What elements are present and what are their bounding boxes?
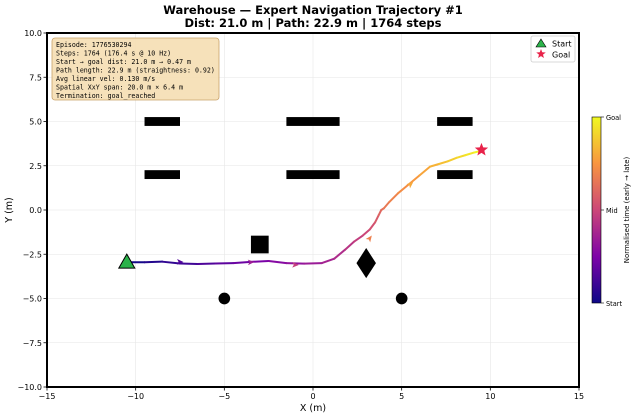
legend-goal-label: Goal (552, 51, 570, 60)
y-tick-label: 10.0 (24, 29, 42, 38)
direction-arrow (247, 259, 255, 266)
trajectory-segment (418, 165, 432, 177)
trajectory-segment (455, 154, 467, 159)
colorbar-label-start: Start (606, 300, 623, 308)
info-line-termination: Termination: goal_reached (56, 92, 155, 100)
direction-arrow (292, 261, 299, 268)
x-tick-label: 0 (310, 392, 315, 401)
obstacle-circle (395, 292, 408, 305)
direction-arrow-head (292, 261, 299, 268)
obstacle-rect (286, 117, 340, 126)
info-line-span: Spatial XxY span: 20.0 m × 6.4 m (56, 84, 183, 92)
trajectory-segment (333, 248, 346, 260)
legend-goal-star (536, 49, 546, 59)
y-tick-label: 5.0 (29, 118, 42, 127)
trajectory-segment (388, 192, 400, 204)
x-axis-label: X (m) (300, 403, 326, 414)
trajectory-segment (437, 160, 449, 165)
chart-title: Warehouse — Expert Navigation Trajectory… (163, 3, 463, 17)
trajectory-segment (407, 174, 421, 186)
trajectory-segment (267, 259, 288, 265)
y-tick-label: −10.0 (17, 383, 42, 392)
y-tick-label: 7.5 (29, 73, 42, 82)
trajectory-segment (179, 262, 199, 265)
direction-arrow-head (176, 258, 184, 265)
info-line-distance: Start → goal dist: 21.0 m → 0.47 m (56, 58, 191, 66)
colorbar-label-goal: Goal (606, 114, 621, 122)
obstacle-rect (250, 235, 269, 254)
markers-layer (117, 142, 489, 269)
obstacle-rect (437, 117, 473, 126)
trajectory-segment (446, 156, 458, 163)
trajectory-segment (232, 260, 252, 265)
obstacles-layer (144, 117, 473, 305)
trajectory-segment (374, 214, 380, 224)
goal-marker (474, 142, 489, 156)
trajectory-segment (161, 260, 181, 265)
obstacle-circle (218, 292, 231, 305)
start-marker (117, 253, 136, 269)
direction-arrow-head (247, 259, 255, 266)
trajectory-segment (320, 257, 336, 265)
y-tick-label: −7.5 (23, 339, 42, 348)
trajectory-segment (361, 228, 371, 237)
colorbar-label-mid: Mid (606, 207, 618, 215)
legend-start-label: Start (552, 40, 572, 49)
y-tick-label: −2.5 (23, 250, 42, 259)
direction-arrow (176, 258, 184, 265)
info-box: Episode: 1776530294 Steps: 1764 (176.4 s… (51, 37, 220, 101)
chart-subtitle: Dist: 21.0 m | Path: 22.9 m | 1764 steps (185, 16, 442, 30)
axis-ticks: −15 −10 −5 0 5 10 15 −10.0 −7.5 −5.0 −2.5 0.0 2.5 5.0… (17, 29, 584, 401)
trajectory-segment (352, 234, 364, 243)
obstacle-rect (144, 117, 180, 126)
trajectory-segment (143, 260, 164, 264)
x-tick-label: −5 (218, 392, 230, 401)
trajectory-segment (249, 259, 270, 263)
info-line-velocity: Avg linear vel: 0.130 m/s (56, 75, 155, 83)
obstacle-rect (437, 170, 473, 180)
trajectory-segment (303, 262, 323, 265)
trajectory-segment (464, 151, 476, 157)
info-line-path-length: Path length: 22.9 m (straightness: 0.92) (56, 67, 215, 75)
trajectory-segment (196, 262, 217, 265)
obstacle-rect (144, 170, 180, 180)
direction-arrows-layer (176, 182, 414, 268)
y-tick-label: 2.5 (29, 162, 42, 171)
x-tick-label: 10 (485, 392, 495, 401)
obstacle-diamond (356, 248, 376, 279)
y-axis-label: Y (m) (4, 197, 15, 224)
y-tick-label: 0.0 (29, 206, 42, 215)
x-tick-label: −15 (39, 392, 56, 401)
info-box-background (51, 37, 220, 101)
colorbar-gradient (591, 116, 602, 304)
legend-start-triangle (535, 38, 547, 48)
trajectory-segment (429, 162, 440, 168)
info-line-steps: Steps: 1764 (176.4 s @ 10 Hz) (56, 50, 171, 58)
trajectory-segment (382, 201, 391, 210)
direction-arrow (406, 182, 414, 189)
obstacle-rect (286, 170, 340, 180)
trajectory-segment (368, 221, 377, 231)
y-tick-label: −5.0 (23, 295, 42, 304)
direction-arrow-head (365, 235, 372, 243)
x-tick-label: 15 (574, 392, 584, 401)
trajectory-segment (343, 240, 355, 251)
info-line-episode: Episode: 1776530294 (56, 41, 131, 49)
x-tick-label: 5 (399, 392, 404, 401)
x-tick-label: −10 (127, 392, 144, 401)
legend: Start Goal (530, 35, 576, 63)
colorbar-title: Normalised time (early → late) (623, 156, 631, 263)
direction-arrow (365, 235, 372, 243)
trajectory-layer (125, 149, 483, 265)
direction-arrow-head (406, 182, 414, 189)
colorbar: Goal Mid Start Normalised time (early → … (591, 114, 631, 308)
trajectory-segment (397, 183, 410, 195)
